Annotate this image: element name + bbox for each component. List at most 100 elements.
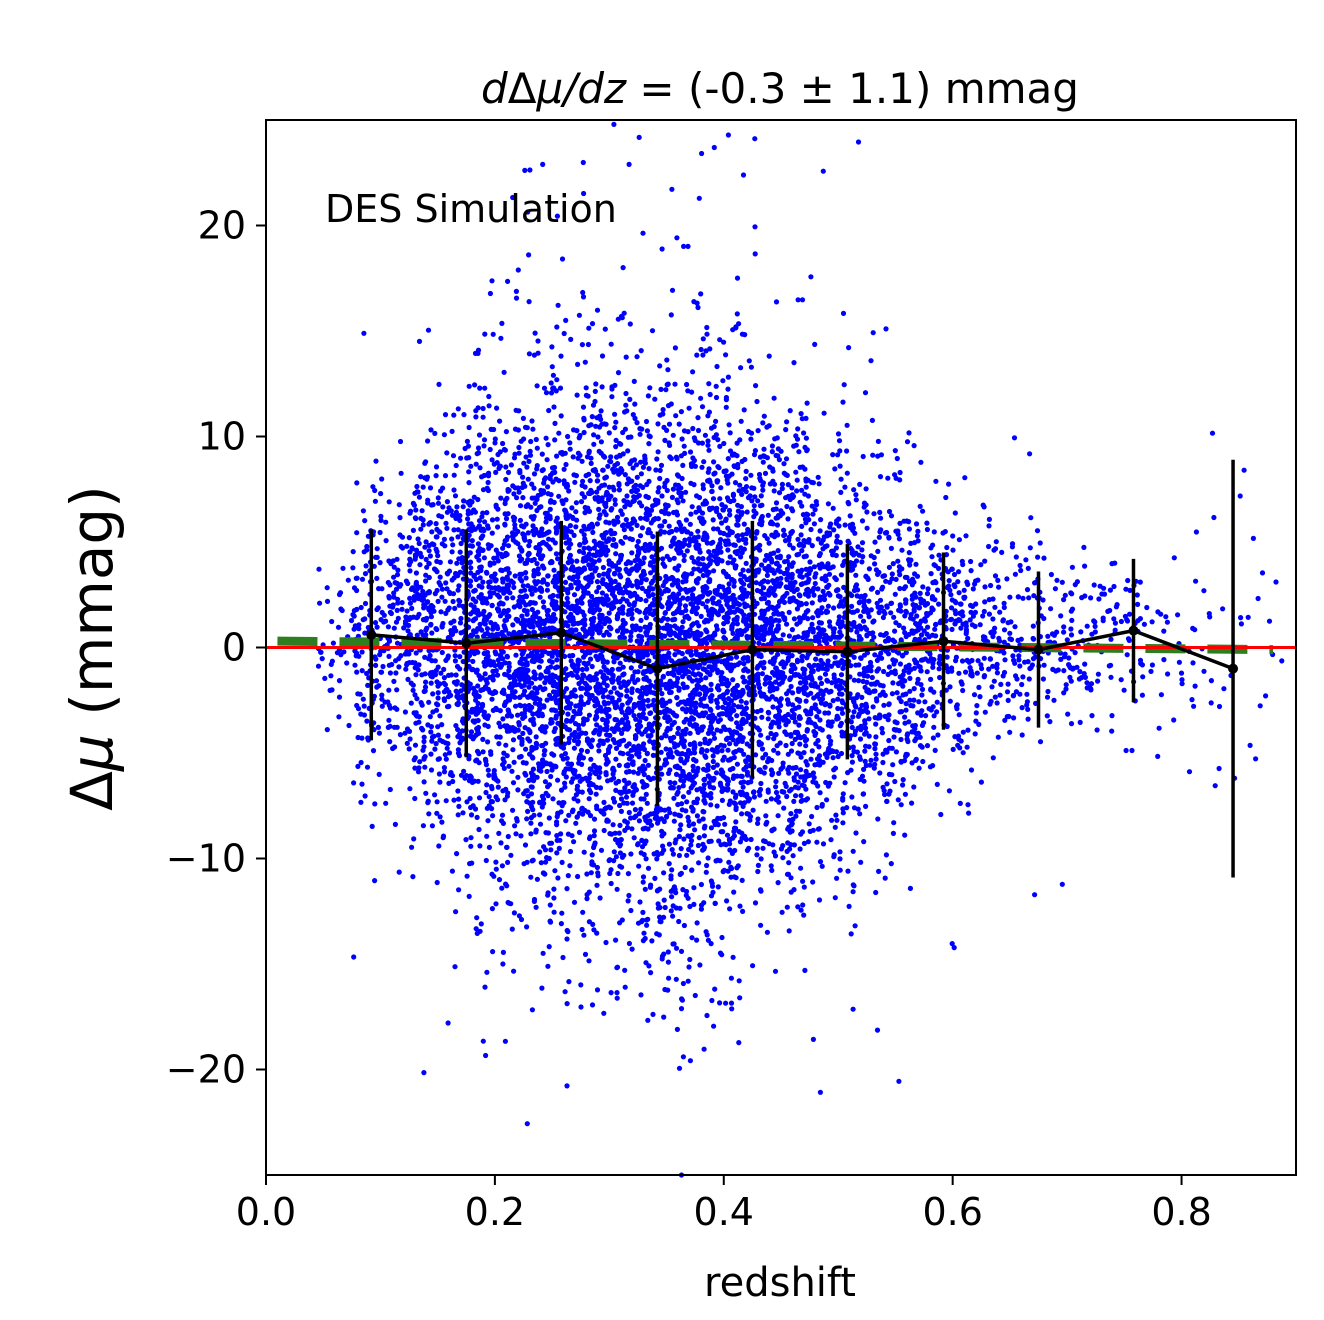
scatter-point [558,353,564,359]
scatter-point [476,751,482,757]
scatter-point [504,551,510,558]
scatter-point [378,491,384,497]
scatter-point [652,875,658,882]
scatter-point [534,774,540,780]
scatter-point [610,674,616,680]
scatter-point [409,546,415,552]
scatter-point [505,469,512,475]
scatter-point [594,722,600,728]
scatter-point [567,440,573,446]
scatter-point [669,658,675,664]
scatter-point [596,748,602,754]
scatter-point [491,590,497,596]
scatter-point [589,631,595,637]
title-part-delta: Δ [508,64,537,113]
scatter-point [426,560,432,566]
scatter-point [536,767,542,773]
scatter-point [433,667,439,674]
scatter-point [489,278,495,284]
scatter-point [690,716,697,722]
scatter-point [678,846,684,852]
scatter-point [580,478,586,484]
scatter-point [316,566,322,572]
scatter-point [624,681,631,687]
scatter-point [465,511,471,517]
scatter-point [540,950,546,956]
scatter-point [564,1083,570,1089]
scatter-point [464,438,470,444]
scatter-point [478,592,484,598]
scatter-point [588,870,594,876]
scatter-point [493,469,499,475]
scatter-point [404,608,410,614]
scatter-point [392,821,398,828]
scatter-point [432,430,438,436]
scatter-point [544,768,550,775]
scatter-point [547,594,553,600]
scatter-point [480,533,486,539]
scatter-point [637,533,644,539]
scatter-point [458,615,464,622]
scatter-point [680,462,686,468]
scatter-point [631,782,638,788]
scatter-point [567,615,573,621]
scatter-point [616,567,622,573]
scatter-point [504,654,510,660]
scatter-point [373,662,379,669]
scatter-point [468,812,475,818]
scatter-point [376,730,382,736]
scatter-point [585,809,591,815]
scatter-point [324,598,331,605]
scatter-point [617,557,624,563]
scatter-point [477,621,483,627]
scatter-point [407,510,413,516]
scatter-point [602,599,608,605]
scatter-point [621,800,627,806]
scatter-point [520,583,526,589]
scatter-point [667,747,673,753]
scatter-point [544,697,550,703]
scatter-point [495,672,501,678]
scatter-point [534,561,540,567]
scatter-point [493,859,499,865]
scatter-point [672,381,678,387]
scatter-point [445,607,451,613]
scatter-point [421,755,427,761]
scatter-point [455,701,461,708]
scatter-point [610,765,616,771]
scatter-point [502,671,508,677]
scatter-point [517,630,524,636]
scatter-point [489,906,495,912]
scatter-point [481,437,488,443]
scatter-point [551,886,557,892]
scatter-point [410,687,416,693]
scatter-point [626,788,632,794]
scatter-point [444,704,451,710]
scatter-point [377,560,383,566]
scatter-point [635,669,641,675]
scatter-point [556,493,562,499]
scatter-point [475,569,481,576]
scatter-point [669,683,675,690]
scatter-point [582,566,588,572]
scatter-point [534,648,541,654]
scatter-point [658,735,665,741]
scatter-point [373,458,379,464]
scatter-point [570,514,576,521]
scatter-point [601,827,607,834]
scatter-point [611,849,617,855]
scatter-point [580,558,586,564]
scatter-point [510,780,517,786]
scatter-point [617,666,623,672]
scatter-point [449,428,455,434]
scatter-point [673,976,679,982]
scatter-point [566,739,572,746]
scatter-point [524,816,530,822]
scatter-point [412,742,419,748]
scatter-point [571,745,578,751]
scatter-point [610,771,616,777]
scatter-point [427,714,433,720]
scatter-point [551,909,557,915]
scatter-point [515,267,521,273]
scatter-point [482,756,489,762]
